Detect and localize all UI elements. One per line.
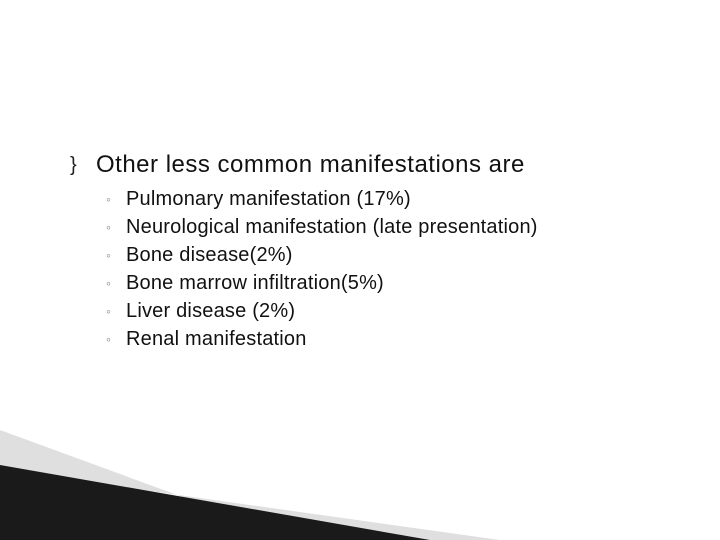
sub-bullet-text: Bone disease(2%)	[126, 242, 293, 268]
slide: } Other less common manifestations are ◦…	[0, 0, 720, 540]
sub-bullet-marker-icon: ◦	[106, 242, 116, 268]
content-area: } Other less common manifestations are ◦…	[70, 150, 680, 354]
wedge-light-icon	[0, 430, 500, 540]
sub-bullet-text: Renal manifestation	[126, 326, 307, 352]
sub-bullet-marker-icon: ◦	[106, 270, 116, 296]
list-item: ◦ Pulmonary manifestation (17%)	[106, 186, 680, 212]
list-item: ◦ Bone marrow infiltration(5%)	[106, 270, 680, 296]
sub-bullet-text: Bone marrow infiltration(5%)	[126, 270, 384, 296]
sub-bullet-marker-icon: ◦	[106, 186, 116, 212]
sub-bullet-list: ◦ Pulmonary manifestation (17%) ◦ Neurol…	[106, 186, 680, 352]
sub-bullet-text: Liver disease (2%)	[126, 298, 295, 324]
sub-bullet-text: Pulmonary manifestation (17%)	[126, 186, 411, 212]
sub-bullet-marker-icon: ◦	[106, 214, 116, 240]
list-item: ◦ Liver disease (2%)	[106, 298, 680, 324]
sub-bullet-text: Neurological manifestation (late present…	[126, 214, 538, 240]
wedge-dark-icon	[0, 465, 430, 540]
main-bullet-text: Other less common manifestations are	[96, 150, 525, 180]
main-bullet: } Other less common manifestations are	[70, 150, 680, 180]
list-item: ◦ Renal manifestation	[106, 326, 680, 352]
sub-bullet-marker-icon: ◦	[106, 326, 116, 352]
list-item: ◦ Neurological manifestation (late prese…	[106, 214, 680, 240]
main-bullet-marker-icon: }	[70, 150, 84, 180]
sub-bullet-marker-icon: ◦	[106, 298, 116, 324]
list-item: ◦ Bone disease(2%)	[106, 242, 680, 268]
